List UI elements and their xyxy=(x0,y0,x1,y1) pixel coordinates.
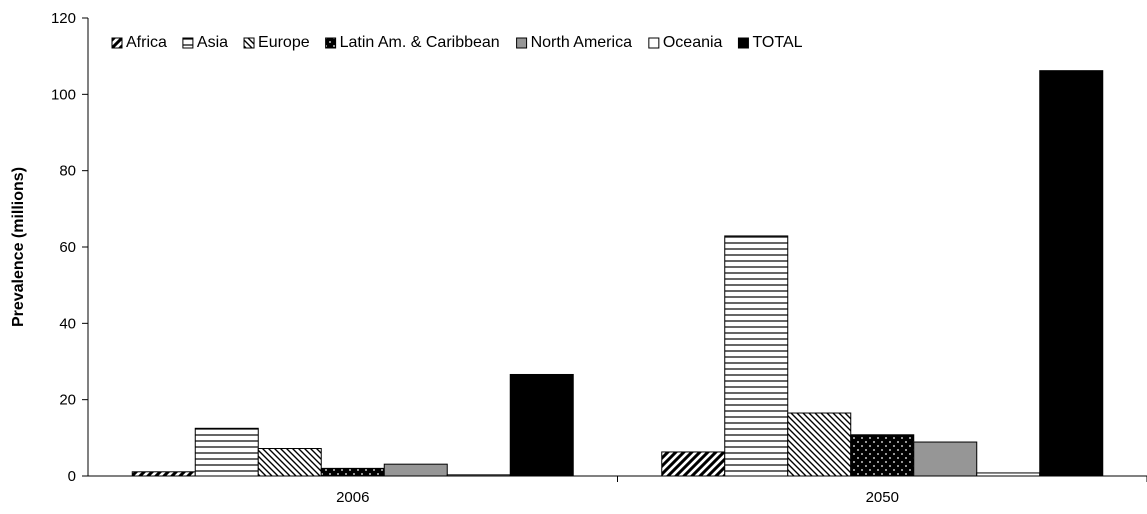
legend-label-total: TOTAL xyxy=(752,34,802,51)
bar-asia-2006 xyxy=(194,427,259,477)
legend-swatch-latin-am-caribbean xyxy=(325,37,337,49)
y-axis-title: Prevalence (millions) xyxy=(10,167,27,327)
bar-asia-2050 xyxy=(724,235,789,477)
legend-label-oceania: Oceania xyxy=(663,34,723,51)
bar-total-2006 xyxy=(509,373,574,477)
y-tick-label: 80 xyxy=(59,163,76,180)
bar-africa-2006 xyxy=(131,471,196,477)
legend-label-asia: Asia xyxy=(197,34,228,51)
bar-latin-am-caribbean-2050 xyxy=(850,434,915,477)
y-tick-label: 0 xyxy=(68,468,76,485)
y-tick-label: 120 xyxy=(51,10,76,27)
bar-north-america-2006 xyxy=(383,463,448,477)
y-tick-label: 100 xyxy=(51,86,76,103)
bar-oceania-2050 xyxy=(976,472,1041,477)
bar-latin-am-caribbean-2006 xyxy=(320,467,385,477)
x-tick-label: 2050 xyxy=(866,489,899,506)
legend-swatch-oceania xyxy=(648,37,660,49)
legend-swatch-north-america xyxy=(516,37,528,49)
legend-swatch-total xyxy=(737,37,749,49)
bar-north-america-2050 xyxy=(913,441,978,477)
bar-europe-2006 xyxy=(257,448,322,477)
bars xyxy=(131,70,1104,477)
bar-africa-2050 xyxy=(661,451,726,477)
y-tick-label: 40 xyxy=(59,315,76,332)
y-tick-label: 60 xyxy=(59,239,76,256)
legend-label-north-america: North America xyxy=(531,34,632,51)
bar-total-2050 xyxy=(1039,70,1104,477)
legend-swatch-europe xyxy=(243,37,255,49)
axis-labels: 0 20 40 60 80 100 120 Prevalence (millions) 2006… xyxy=(10,10,899,506)
axes xyxy=(82,17,1147,482)
legend-swatch-africa xyxy=(111,37,123,49)
x-tick-label: 2006 xyxy=(336,489,369,506)
legend-label-africa: Africa xyxy=(126,34,167,51)
legend-swatch-asia xyxy=(182,37,194,49)
legend: Africa Asia Europe Latin Am. & Caribbean Nor… xyxy=(111,34,803,51)
bar-oceania-2006 xyxy=(446,474,511,477)
y-tick-label: 20 xyxy=(59,392,76,409)
bar-europe-2050 xyxy=(787,412,852,477)
legend-label-latin-am-caribbean: Latin Am. & Caribbean xyxy=(340,34,500,51)
legend-label-europe: Europe xyxy=(258,34,310,51)
